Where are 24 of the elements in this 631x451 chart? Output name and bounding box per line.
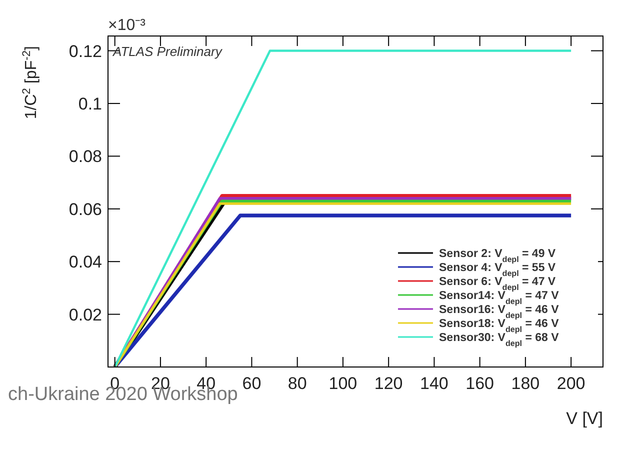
legend-label: Sensor 2: V$_{depl}$ = 49 V xyxy=(439,248,556,264)
x-tick-label: 200 xyxy=(556,374,586,393)
x-tick-label: 180 xyxy=(511,374,540,393)
x-tick-label: 160 xyxy=(466,374,494,393)
x-tick-label: 120 xyxy=(374,374,403,393)
legend-label: Sensor 4: V$_{depl}$ = 55 V xyxy=(439,262,556,278)
y-tick-label: 0.12 xyxy=(68,42,102,61)
legend-label: Sensor16: V$_{depl}$ = 46 V xyxy=(439,304,560,320)
legend-label: Sensor18: V$_{depl}$ = 46 V xyxy=(439,318,560,334)
y-tick-label: 0.04 xyxy=(68,252,102,272)
y-tick-label: 0.08 xyxy=(68,147,102,166)
text: ×10⁻³ xyxy=(108,17,146,34)
y-tick-label: 0.06 xyxy=(68,200,102,219)
x-tick-label: 140 xyxy=(420,374,448,393)
y-tick-label: 0.02 xyxy=(68,305,102,324)
y-tick-label: 0.1 xyxy=(78,94,102,114)
x-tick-label: 100 xyxy=(328,374,358,393)
x-tick-label: 80 xyxy=(288,374,307,393)
legend-label: Sensor 6: V$_{depl}$ = 47 V xyxy=(439,276,556,292)
x-axis-title: V [V] xyxy=(566,409,603,428)
legend-label: Sensor14: V$_{depl}$ = 47 V xyxy=(439,290,560,306)
annotation: ATLAS Preliminary xyxy=(112,44,224,59)
legend-label: Sensor30: V$_{depl}$ = 68 V xyxy=(439,332,560,348)
x-tick-label: 60 xyxy=(242,374,262,393)
